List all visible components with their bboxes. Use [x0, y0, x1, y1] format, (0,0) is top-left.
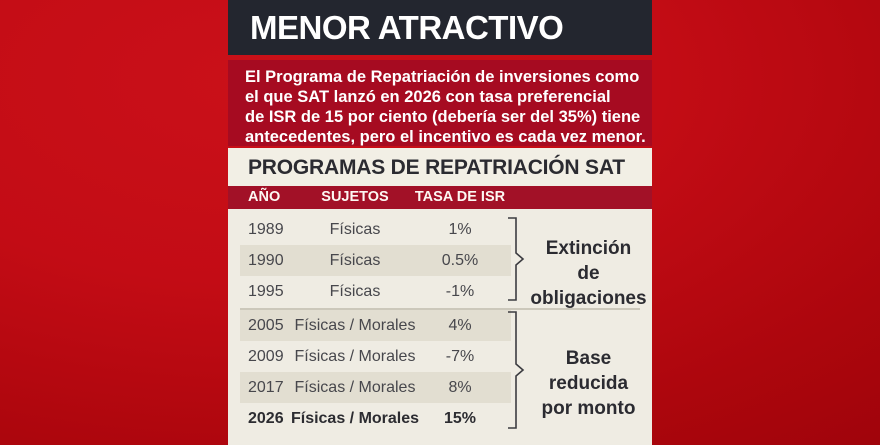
group-brackets	[508, 217, 525, 429]
cell-sujetos: Físicas	[329, 283, 381, 300]
table-column-header-row: AÑO SUJETOS TASA DE ISR	[240, 186, 511, 209]
cell-tasa: 15%	[443, 410, 477, 427]
bracket-group-2	[508, 311, 525, 429]
intro-line: el que SAT lanzó en 2026 con tasa prefer…	[245, 88, 611, 106]
cell-year: 2005	[248, 317, 284, 334]
cell-sujetos: Físicas / Morales	[294, 379, 416, 396]
table-rows: 1989 Físicas 1% 1990 Físicas 0.5% 1995 F…	[228, 214, 652, 307]
table-body: 1989 Físicas 1% 1990 Físicas 0.5% 1995 F…	[228, 209, 652, 445]
table-rows: 2005 Físicas / Morales 4% 2009 Físicas /…	[228, 310, 652, 434]
cell-tasa: 8%	[448, 379, 472, 396]
group-label-extincion: Extinción de obligaciones	[530, 238, 647, 309]
cell-year: 2009	[248, 348, 284, 365]
cell-year: 1989	[248, 221, 284, 238]
group-divider-line	[240, 308, 640, 310]
column-header-year: AÑO	[248, 189, 281, 205]
column-header-sujetos: SUJETOS	[321, 189, 389, 205]
bracket-group-1	[508, 217, 525, 301]
table-row: 2005 Físicas / Morales 4%	[240, 310, 511, 341]
table-column-header-band: AÑO SUJETOS TASA DE ISR	[228, 186, 652, 209]
cell-year: 2026	[248, 410, 284, 427]
intro-box: El Programa de Repatriación de inversion…	[228, 60, 652, 146]
cell-sujetos: Físicas / Morales	[294, 348, 416, 365]
cell-tasa: 1%	[448, 221, 472, 238]
cell-year: 1990	[248, 252, 284, 269]
table-row: 2017 Físicas / Morales 8%	[240, 372, 511, 403]
cell-sujetos: Físicas	[329, 221, 381, 238]
column-header-tasa: TASA DE ISR	[414, 189, 506, 205]
table-row: 1990 Físicas 0.5%	[240, 245, 511, 276]
cell-tasa: 4%	[448, 317, 472, 334]
infographic-panel: MENOR ATRACTIVO El Programa de Repatriac…	[228, 0, 652, 445]
table-row: 1989 Físicas 1%	[240, 214, 511, 245]
table-row-highlighted: 2026 Físicas / Morales 15%	[240, 403, 511, 434]
group-label-base-reducida: Base reducida por monto	[541, 348, 636, 419]
cell-tasa: -1%	[445, 283, 475, 300]
cell-year: 2017	[248, 379, 284, 396]
cell-year: 1995	[248, 283, 284, 300]
cell-sujetos: Físicas / Morales	[294, 317, 416, 334]
intro-line: de ISR de 15 por ciento (debería ser del…	[245, 108, 641, 126]
cell-sujetos: Físicas	[329, 252, 381, 269]
cell-tasa: 0.5%	[441, 252, 479, 269]
page-title: MENOR ATRACTIVO	[250, 9, 564, 46]
table-row: 1995 Físicas -1%	[240, 276, 511, 307]
cell-sujetos: Físicas / Morales	[290, 410, 420, 427]
cell-tasa: -7%	[445, 348, 475, 365]
table-row: 2009 Físicas / Morales -7%	[240, 341, 511, 372]
intro-line: antecedentes, pero el incentivo es cada …	[245, 128, 646, 146]
intro-line: El Programa de Repatriación de inversion…	[245, 68, 640, 86]
table-title-band: PROGRAMAS DE REPATRIACIÓN SAT	[228, 148, 652, 186]
masthead: MENOR ATRACTIVO	[228, 0, 652, 55]
table-title: PROGRAMAS DE REPATRIACIÓN SAT	[248, 156, 625, 179]
